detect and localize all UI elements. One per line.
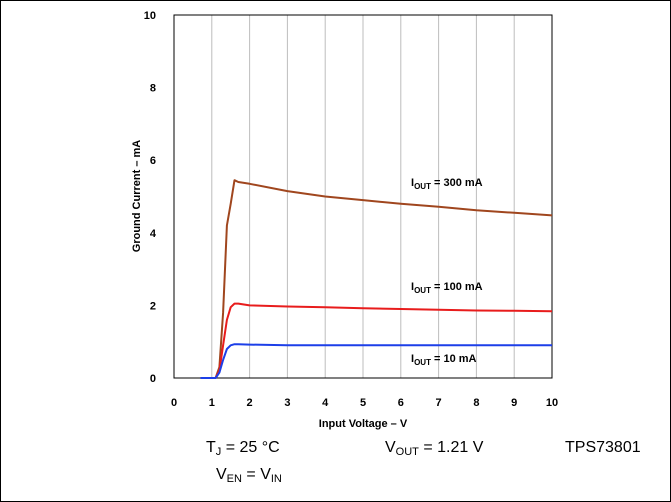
y-tick-label-4: 4 — [150, 228, 157, 240]
series-label-300ma: IOUT = 300 mA — [411, 177, 483, 191]
condition-tj: TJ = 25 °C — [206, 439, 280, 458]
y-tick-label-0: 0 — [150, 373, 156, 385]
y-tick-label-8: 8 — [150, 83, 156, 95]
x-tick-label-6: 6 — [398, 397, 404, 409]
x-axis-title: Input Voltage – V — [319, 418, 408, 430]
condition-ven: VEN = VIN — [216, 466, 282, 485]
x-ticks: 0 1 2 3 4 5 6 7 8 9 10 — [171, 397, 558, 409]
y-tick-label-10: 10 — [144, 10, 156, 22]
series-label-10ma: IOUT = 10 mA — [411, 353, 477, 367]
series-lines — [200, 179, 553, 379]
plot-area — [173, 14, 553, 379]
condition-vout: VOUT = 1.21 V — [385, 439, 484, 458]
x-tick-label-8: 8 — [473, 397, 479, 409]
y-tick-label-6: 6 — [150, 155, 156, 167]
series-line-0 — [200, 179, 553, 379]
x-tick-label-3: 3 — [284, 397, 290, 409]
x-tick-label-10: 10 — [546, 397, 558, 409]
series-label-100ma: IOUT = 100 mA — [411, 281, 483, 295]
y-ticks: 0 2 4 6 8 10 — [144, 10, 157, 385]
y-axis-title: Ground Current – mA — [131, 140, 143, 253]
x-tick-label-1: 1 — [209, 397, 215, 409]
x-tick-label-7: 7 — [436, 397, 442, 409]
series-line-2 — [200, 343, 552, 379]
grid — [211, 15, 515, 378]
x-tick-label-9: 9 — [511, 397, 517, 409]
x-tick-label-2: 2 — [247, 397, 253, 409]
x-tick-label-4: 4 — [322, 397, 329, 409]
x-tick-label-0: 0 — [171, 397, 177, 409]
part-number: TPS73801 — [565, 439, 641, 456]
series-line-1 — [200, 302, 553, 379]
x-tick-label-5: 5 — [360, 397, 366, 409]
y-tick-label-2: 2 — [150, 300, 156, 312]
